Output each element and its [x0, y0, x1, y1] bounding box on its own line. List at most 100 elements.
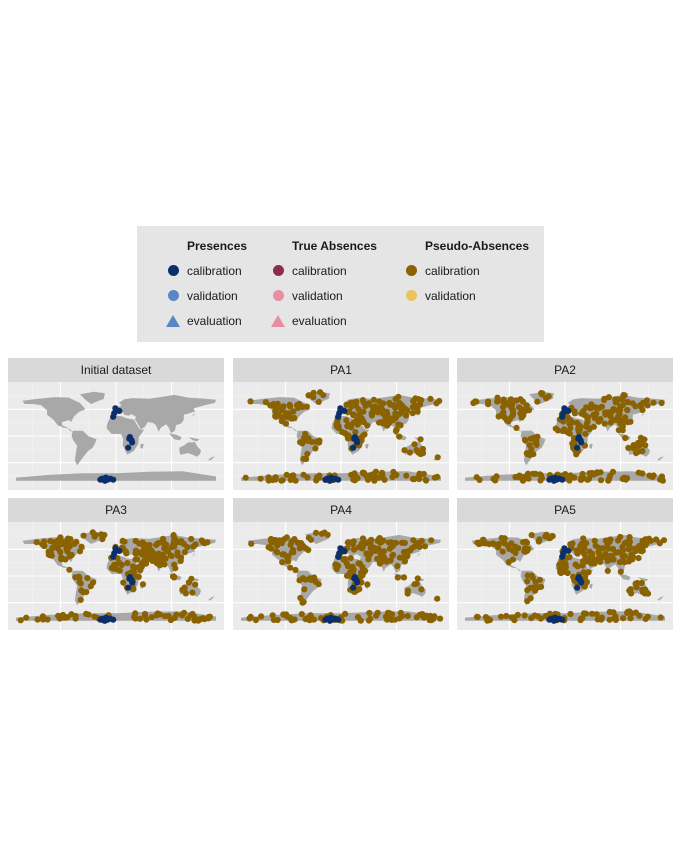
presence-point: [116, 407, 123, 414]
pseudo-absence-point: [55, 612, 62, 619]
pseudo-absence-point: [252, 616, 259, 624]
pseudo-absence-point: [75, 573, 82, 580]
triangle-marker-icon: [159, 314, 187, 328]
circle-marker-icon: [264, 289, 292, 303]
land-mass: [208, 456, 215, 461]
pseudo-absence-point: [312, 529, 320, 536]
pseudo-absence-point: [616, 559, 623, 566]
pseudo-absence-point: [365, 617, 372, 624]
pseudo-absence-point: [292, 566, 299, 574]
pseudo-absence-point: [373, 612, 380, 619]
pseudo-absence-point: [376, 535, 383, 542]
pseudo-absence-point: [57, 549, 64, 556]
pseudo-absence-point: [629, 400, 636, 407]
legend-group-pseudo-absences: Pseudo-Absences calibration validation: [405, 238, 529, 308]
pseudo-absence-point: [283, 471, 290, 478]
pseudo-absence-point: [401, 447, 408, 454]
presence-point: [550, 617, 557, 624]
presence-point: [326, 617, 333, 624]
pseudo-absence-point: [156, 553, 163, 560]
pseudo-absence-point: [473, 613, 481, 620]
world-map: [457, 522, 673, 630]
pseudo-absence-point: [274, 412, 281, 419]
pseudo-absence-point: [597, 416, 604, 423]
pseudo-absence-point: [434, 454, 441, 461]
pseudo-absence-point: [501, 413, 508, 421]
land-mass: [657, 456, 664, 461]
pseudo-absence-point: [580, 569, 587, 576]
legend-item: validation: [397, 283, 529, 308]
pseudo-absence-point: [627, 544, 634, 552]
pseudo-absence-point: [161, 545, 168, 552]
pseudo-absence-point: [190, 543, 197, 550]
pseudo-absence-point: [280, 403, 287, 410]
pseudo-absence-point: [404, 612, 411, 620]
pseudo-absence-point: [378, 472, 385, 479]
pseudo-absence-point: [315, 398, 322, 405]
pseudo-absence-point: [190, 613, 198, 620]
pseudo-absence-point: [601, 396, 608, 404]
pseudo-absence-point: [119, 537, 126, 544]
panel-pa5: PA5: [457, 498, 673, 630]
pseudo-absence-point: [364, 581, 371, 588]
triangle-marker-icon: [264, 314, 292, 328]
pseudo-absence-point: [165, 612, 172, 620]
circle-marker-icon: [264, 264, 292, 278]
legend-item: calibration: [397, 258, 529, 283]
pseudo-absence-point: [342, 610, 349, 617]
pseudo-absence-point: [537, 472, 545, 479]
presence-point: [125, 444, 132, 451]
pseudo-absence-point: [639, 470, 646, 477]
pseudo-absence-point: [495, 413, 502, 420]
pseudo-absence-point: [594, 616, 601, 623]
pseudo-absence-point: [359, 563, 366, 570]
presence-point: [559, 616, 566, 623]
pseudo-absence-point: [248, 540, 255, 547]
pseudo-absence-point: [588, 401, 595, 408]
pseudo-absence-point: [564, 569, 571, 577]
land-mass: [188, 412, 195, 419]
pseudo-absence-point: [578, 547, 585, 554]
pseudo-absence-point: [348, 471, 355, 478]
pseudo-absence-point: [23, 614, 30, 621]
pseudo-absence-point: [580, 535, 587, 542]
panel-strip-title: PA2: [457, 358, 673, 382]
pseudo-absence-point: [344, 563, 352, 570]
pseudo-absence-point: [291, 616, 298, 623]
pseudo-absence-point: [638, 579, 645, 587]
pseudo-absence-point: [616, 410, 623, 418]
pseudo-absence-point: [262, 399, 269, 406]
presence-point: [560, 550, 567, 557]
pseudo-absence-point: [46, 551, 53, 559]
pseudo-absence-point: [418, 586, 425, 593]
presence-point: [110, 616, 117, 623]
pseudo-absence-point: [549, 533, 556, 540]
pseudo-absence-point: [41, 542, 48, 549]
pseudo-absence-point: [644, 613, 651, 620]
pseudo-absence-point: [376, 555, 383, 562]
panel-pa1: PA1: [233, 358, 449, 490]
pseudo-absence-point: [132, 537, 139, 545]
land-mass: [637, 577, 649, 582]
pseudo-absence-point: [519, 476, 526, 483]
pseudo-absence-point: [512, 543, 519, 550]
world-map: [233, 382, 449, 490]
pseudo-absence-point: [162, 555, 169, 562]
pseudo-absence-point: [132, 556, 139, 563]
pseudo-absence-point: [508, 614, 515, 621]
pseudo-absence-point: [78, 543, 85, 550]
pseudo-absence-point: [171, 574, 178, 581]
presence-point: [565, 407, 572, 414]
pseudo-absence-point: [299, 543, 307, 550]
pseudo-absence-point: [359, 433, 366, 440]
pseudo-absence-point: [258, 613, 265, 620]
pseudo-absence-point: [596, 404, 603, 412]
pseudo-absence-point: [567, 610, 574, 618]
pseudo-absence-point: [288, 472, 295, 479]
pseudo-absence-point: [621, 559, 628, 566]
pseudo-absence-point: [80, 532, 87, 539]
pseudo-absence-point: [77, 580, 84, 587]
pseudo-absence-point: [657, 614, 664, 621]
pseudo-absence-point: [91, 613, 98, 620]
pseudo-absence-point: [609, 407, 616, 414]
